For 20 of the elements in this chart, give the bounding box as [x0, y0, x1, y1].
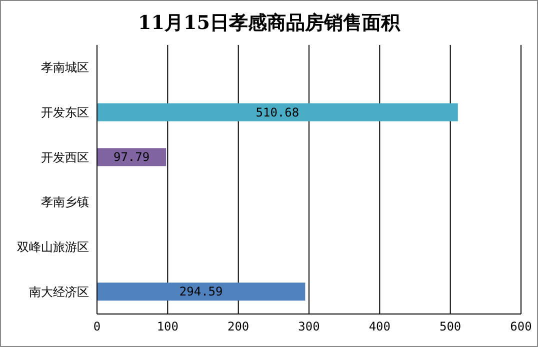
x-tick-label: 500: [439, 320, 462, 334]
x-tick-label: 200: [227, 320, 250, 334]
y-tick-label: 开发东区: [41, 106, 89, 120]
y-tick-label: 开发西区: [41, 150, 89, 164]
bar: [97, 148, 166, 166]
x-tick-label: 100: [156, 320, 179, 334]
x-tick-label: 300: [298, 320, 320, 334]
bar: [97, 103, 458, 122]
y-tick-label: 孝南城区: [41, 60, 89, 75]
x-tick-label: 400: [368, 320, 391, 334]
bar: [97, 282, 306, 301]
data-label: 294.59: [179, 284, 223, 299]
x-tick-label: 600: [510, 320, 532, 334]
data-label: 510.68: [256, 105, 300, 120]
data-label: 97.79: [113, 150, 150, 164]
chart-title: 11月15日孝感商品房销售面积: [137, 11, 402, 36]
y-tick-label: 双峰山旅游区: [17, 240, 89, 254]
y-tick-label: 孝南乡镇: [41, 195, 89, 210]
y-tick-label: 南大经济区: [29, 284, 89, 299]
x-tick-label: 0: [93, 320, 101, 334]
